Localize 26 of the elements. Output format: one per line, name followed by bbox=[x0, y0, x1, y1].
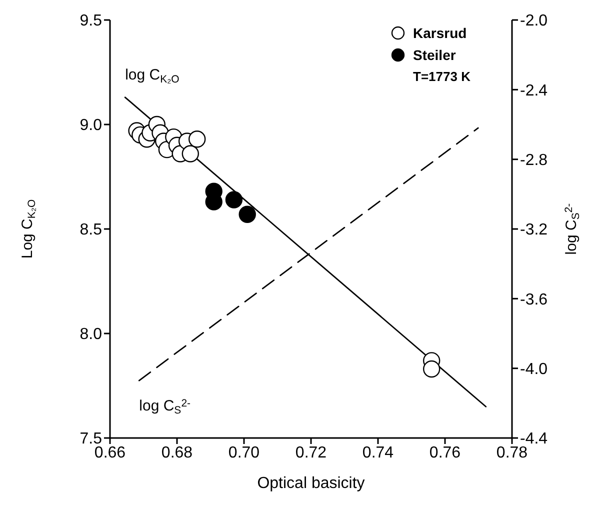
point bbox=[225, 191, 243, 208]
y2-tick-label: -2.8 bbox=[520, 152, 548, 170]
point bbox=[188, 130, 206, 148]
point bbox=[182, 145, 199, 162]
y-tick-label: 8.5 bbox=[80, 222, 102, 239]
y-tick-label: 9.5 bbox=[80, 12, 102, 30]
series-label: log C$_{K₂O}$ bbox=[125, 66, 180, 86]
x-tick-label: 0.72 bbox=[295, 444, 327, 462]
y2-tick-label: -2.4 bbox=[520, 82, 548, 100]
legend-label: Karsrud bbox=[413, 24, 467, 43]
point bbox=[238, 206, 256, 223]
y2-tick-label: -2.0 bbox=[520, 12, 548, 30]
point bbox=[423, 360, 440, 378]
y2-tick-label: -4.0 bbox=[520, 361, 548, 378]
x-tick-label: 0.70 bbox=[228, 444, 260, 462]
x-tick-label: 0.76 bbox=[429, 444, 461, 462]
x-tick-label: 0.66 bbox=[94, 444, 126, 462]
x-tick-label: 0.68 bbox=[161, 444, 193, 462]
x-tick-label: 0.74 bbox=[362, 444, 394, 462]
annotation: T=1773 K bbox=[412, 68, 472, 86]
x-axis-title: Optical basicity bbox=[257, 475, 365, 492]
y2-tick-label: -3.6 bbox=[520, 291, 548, 308]
y2-tick-label: -3.2 bbox=[520, 222, 548, 239]
y-tick-label: 9.0 bbox=[80, 117, 102, 134]
y-tick-label: 8.0 bbox=[80, 326, 102, 344]
legend-label: Steiler bbox=[413, 46, 456, 65]
